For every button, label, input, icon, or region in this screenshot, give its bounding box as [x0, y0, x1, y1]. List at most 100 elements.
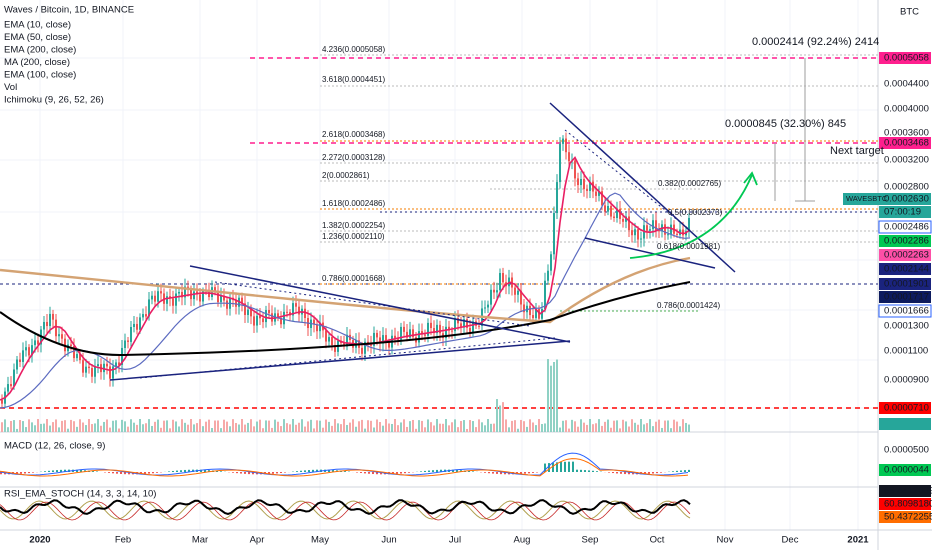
macd-hist	[124, 472, 126, 475]
macd-hist	[660, 472, 662, 473]
macd-hist	[568, 461, 570, 472]
volume-bar	[277, 421, 279, 432]
candle-body	[46, 321, 48, 327]
candle-body	[376, 332, 378, 338]
candle-body	[604, 205, 606, 212]
volume-bar	[493, 423, 495, 432]
volume-bar	[148, 419, 150, 432]
candle-body	[667, 234, 669, 236]
candle-body	[91, 368, 93, 377]
macd-hist	[376, 472, 378, 475]
volume-bar	[442, 423, 444, 432]
volume-bar	[598, 419, 600, 432]
candle-body	[166, 296, 168, 304]
signal-line	[0, 458, 689, 477]
candle-body	[148, 299, 150, 317]
volume-bar	[439, 423, 441, 432]
price-label: 0.0005058	[884, 53, 929, 64]
volume-bar	[478, 419, 480, 432]
volume-bar	[283, 419, 285, 432]
macd-hist	[584, 470, 586, 472]
volume-bar	[271, 427, 273, 432]
price-label: 0.0003468	[884, 138, 929, 149]
candle-body	[331, 337, 333, 346]
volume-bar	[586, 424, 588, 432]
macd-hist	[524, 472, 526, 474]
volume-bar	[22, 421, 24, 432]
candle-body	[181, 291, 183, 298]
volume-bar	[25, 427, 27, 432]
candle-body	[112, 366, 114, 379]
volume-bar	[367, 420, 369, 432]
macd-hist	[628, 472, 630, 475]
candle-body	[88, 366, 90, 369]
price-label: 0.0001901	[884, 279, 929, 290]
macd-hist	[572, 461, 574, 472]
macd-hist	[528, 472, 530, 474]
volume-bar	[163, 420, 165, 432]
macd-hist	[424, 470, 426, 472]
candle-body	[85, 366, 87, 373]
macd-hist	[460, 470, 462, 472]
candle-body	[253, 316, 255, 326]
macd-hist	[60, 469, 62, 472]
candle-body	[10, 384, 12, 387]
volume-bar	[295, 424, 297, 432]
volume-bar	[67, 428, 69, 432]
volume-bar	[628, 426, 630, 432]
candle-body	[601, 191, 603, 206]
macd-hist	[312, 469, 314, 472]
volume-bar	[100, 425, 102, 432]
price-label: 0.0002630	[884, 194, 929, 205]
macd-hist	[688, 469, 690, 472]
macd-hist	[624, 472, 626, 475]
volume-bar	[211, 428, 213, 432]
annotation: 0.0000845 (32.30%) 845	[725, 118, 846, 130]
volume-bar	[475, 427, 477, 432]
macd-hist	[440, 469, 442, 472]
volume-bar	[637, 424, 639, 432]
macd-hist	[80, 469, 82, 472]
volume-bar	[37, 419, 39, 432]
candle-body	[7, 384, 9, 392]
candle-body	[439, 324, 441, 334]
volume-bar	[292, 419, 294, 432]
candle-body	[577, 178, 579, 186]
rsi-badge-label: 50.4372255	[884, 512, 932, 523]
candle-body	[262, 318, 264, 323]
volume-bar	[76, 426, 78, 432]
candle-body	[523, 304, 525, 313]
volume-bar	[307, 421, 309, 432]
volume-bar	[424, 427, 426, 432]
price-label: 0.0002800	[884, 182, 929, 193]
macd-hist	[556, 462, 558, 472]
volume-bar	[124, 421, 126, 432]
macd-hist	[296, 471, 298, 472]
volume-bar	[574, 421, 576, 432]
volume-bar	[412, 419, 414, 432]
volume-bar	[415, 428, 417, 432]
price-label: 0.0002144	[884, 264, 929, 275]
volume-bar	[385, 419, 387, 432]
macd-hist	[272, 472, 274, 474]
candle-body	[97, 364, 99, 367]
candle-body	[241, 297, 243, 304]
volume-bar	[550, 365, 552, 432]
volume-bar	[664, 420, 666, 432]
volume-bar	[52, 422, 54, 432]
price-badge	[879, 291, 931, 303]
time-label: Aug	[514, 535, 531, 546]
macd-hist	[64, 469, 66, 472]
macd-hist	[268, 472, 270, 475]
volume-bar	[241, 419, 243, 432]
candle-body	[622, 218, 624, 222]
price-label: 0.0001100	[884, 346, 928, 357]
candle-body	[28, 347, 30, 356]
time-label: Oct	[650, 535, 665, 546]
volume-bar	[568, 428, 570, 432]
volume-bar	[535, 425, 537, 432]
fib-label: 2.272(0.0003128)	[322, 153, 386, 162]
candle-body	[541, 308, 543, 319]
volume-bar	[421, 420, 423, 432]
candle-body	[436, 324, 438, 334]
